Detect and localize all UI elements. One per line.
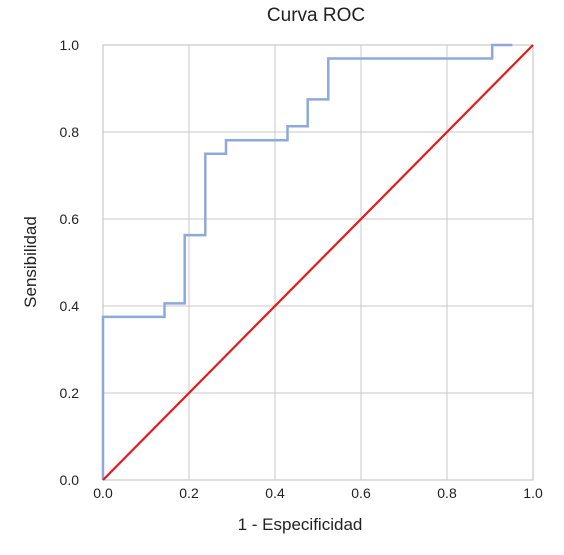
x-tick-label: 0.6 <box>351 485 371 501</box>
x-tick-label: 0.4 <box>265 485 285 501</box>
x-tick-label: 1.0 <box>523 485 543 501</box>
x-tick-label: 0.8 <box>437 485 457 501</box>
chart-title: Curva ROC <box>267 5 365 26</box>
y-tick-label: 0.0 <box>60 472 80 488</box>
reference-diagonal-line <box>102 44 534 481</box>
y-tick-label: 0.2 <box>60 385 80 401</box>
y-tick-label: 0.8 <box>60 124 80 140</box>
y-tick-label: 1.0 <box>60 37 80 53</box>
roc-curve-line <box>101 43 513 480</box>
x-tick-label: 0.2 <box>179 485 199 501</box>
y-tick-label: 0.4 <box>60 298 80 314</box>
x-tick-label: 0.0 <box>93 485 113 501</box>
plot-frame <box>102 44 534 481</box>
y-tick-label: 0.6 <box>60 211 80 227</box>
y-axis-label: Sensibilidad <box>21 216 40 308</box>
x-axis-label: 1 - Especificidad <box>238 515 363 534</box>
